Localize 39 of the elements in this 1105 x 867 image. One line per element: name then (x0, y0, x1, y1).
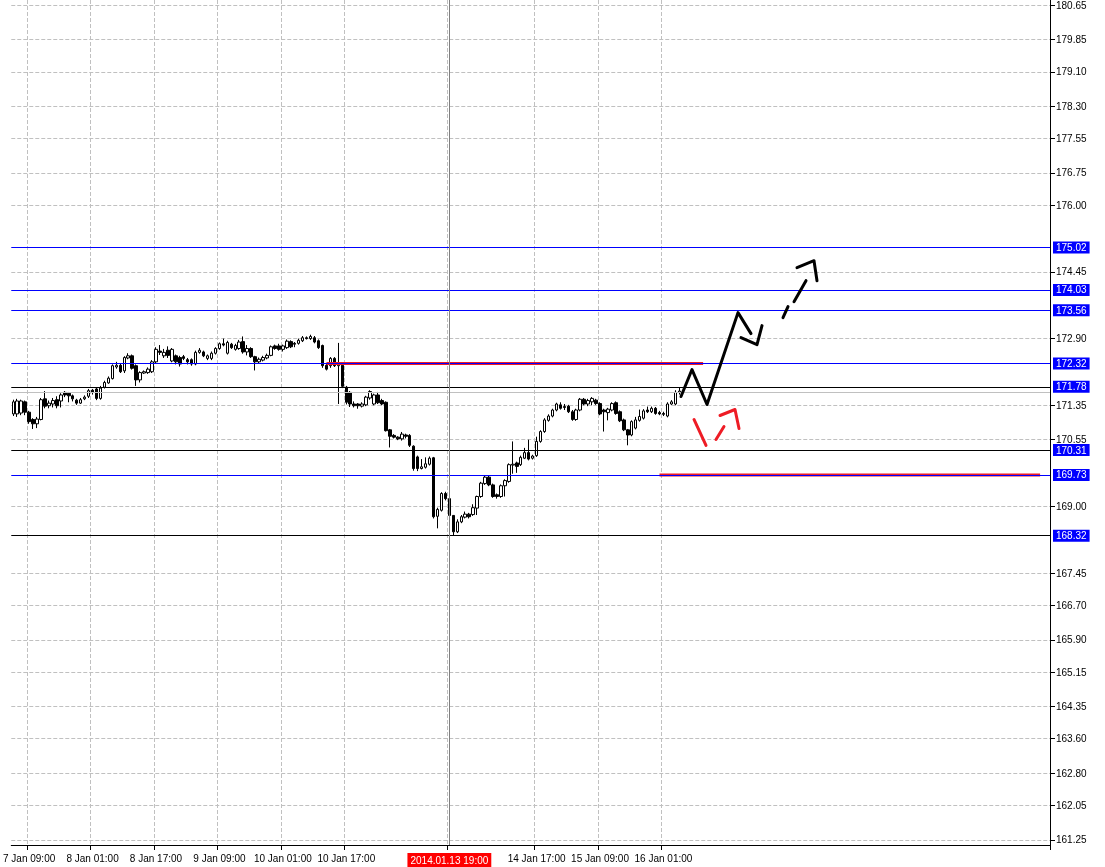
x-tick-label: 7 Jan 09:00 (2, 852, 56, 864)
x-tick-label: 10 Jan 01:00 (253, 852, 313, 864)
y-tick-label: 167.45 (1056, 567, 1088, 579)
ref-line-label: 172.32 (1056, 358, 1088, 370)
y-tick-label: 171.35 (1056, 399, 1088, 411)
x-tick-label: 10 Jan 17:00 (317, 852, 376, 864)
ref-line-label: 171.78 (1056, 381, 1088, 393)
y-tick-label: 176.00 (1056, 199, 1088, 211)
x-tick-label: 14 Jan 17:00 (507, 852, 566, 864)
y-tick-label: 179.10 (1056, 66, 1088, 78)
y-tick-label: 162.80 (1056, 767, 1088, 779)
y-tick-label: 169.00 (1056, 500, 1088, 512)
y-tick-label: 163.60 (1056, 733, 1088, 745)
y-tick-label: 165.90 (1056, 634, 1088, 646)
y-tick-label: 174.45 (1056, 266, 1088, 278)
x-tick-label: 8 Jan 17:00 (129, 852, 183, 864)
y-tick-label: 165.15 (1056, 666, 1088, 678)
y-tick-label: 164.35 (1056, 700, 1088, 712)
ref-line-label: 169.73 (1056, 469, 1088, 481)
y-tick-label: 177.55 (1056, 133, 1088, 145)
y-tick-label: 178.30 (1056, 100, 1088, 112)
ref-line-label: 168.32 (1056, 530, 1088, 542)
y-tick-label: 172.90 (1056, 333, 1088, 345)
x-tick-label: 8 Jan 01:00 (66, 852, 120, 864)
x-tick-label: 15 Jan 09:00 (571, 852, 630, 864)
y-tick-label: 161.25 (1056, 834, 1088, 846)
y-tick-label: 170.55 (1056, 434, 1088, 446)
x-tick-label: 16 Jan 01:00 (634, 852, 693, 864)
ref-line-label: 170.31 (1056, 444, 1088, 456)
ref-line-label: 173.56 (1056, 304, 1088, 316)
y-tick-label: 176.75 (1056, 167, 1088, 179)
y-tick-label: 179.85 (1056, 34, 1088, 46)
y-tick-label: 162.05 (1056, 799, 1088, 811)
x-tick-label: 2014.01.13 19:00 (410, 854, 489, 866)
ref-line-label: 175.02 (1056, 241, 1088, 253)
y-tick-label: 166.70 (1056, 599, 1088, 611)
y-tick-label: 180.65 (1056, 0, 1088, 11)
x-tick-label: 9 Jan 09:00 (193, 852, 246, 864)
ref-line-label: 174.03 (1056, 284, 1088, 296)
